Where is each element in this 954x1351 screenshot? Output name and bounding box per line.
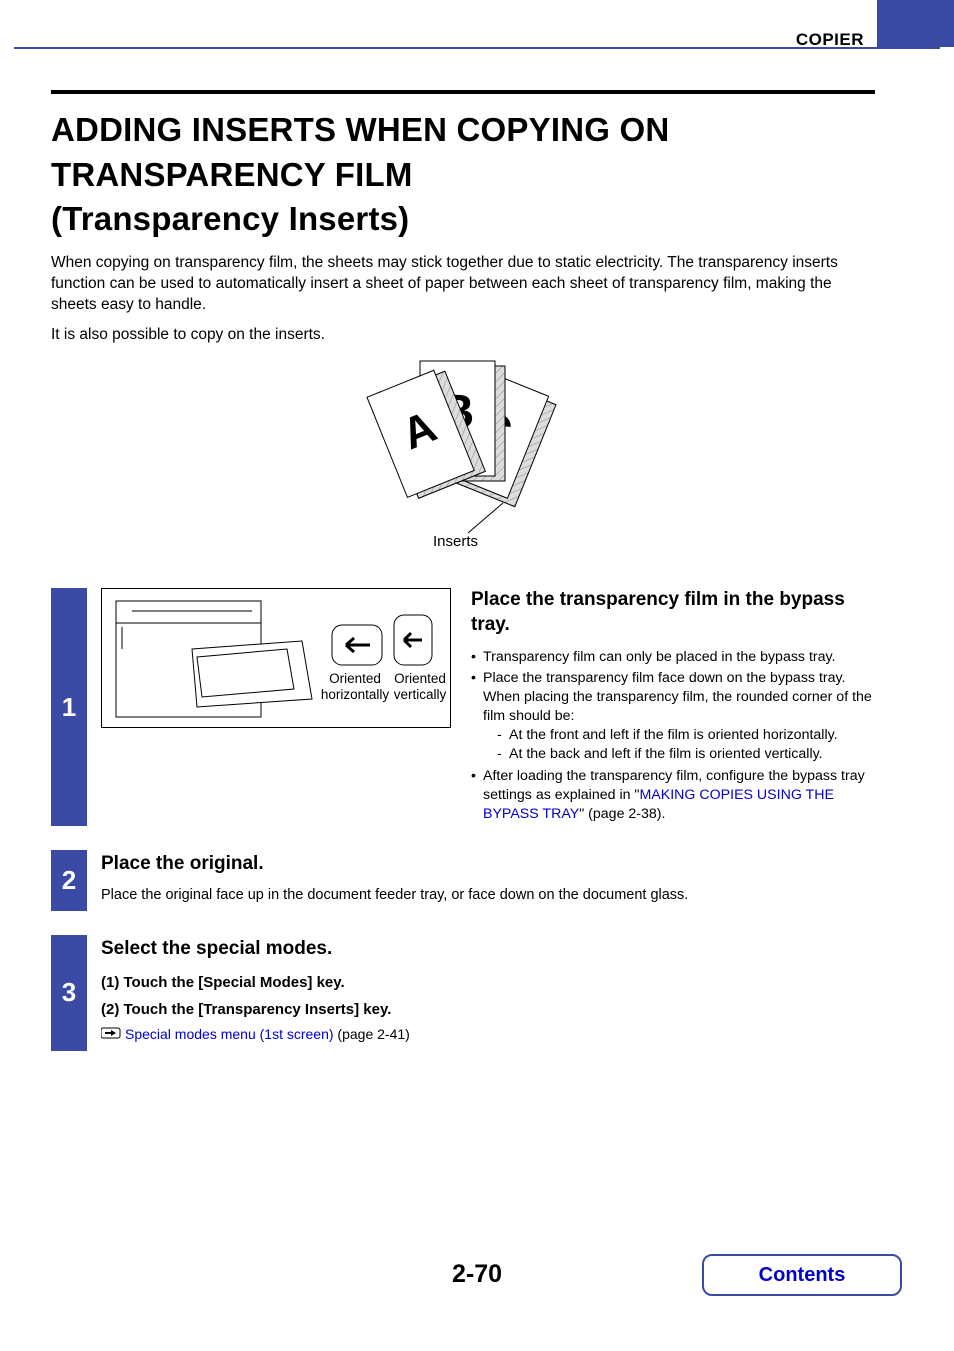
- pointer-icon: [101, 1025, 121, 1045]
- page-content: ADDING INSERTS WHEN COPYING ON TRANSPARE…: [51, 90, 875, 1051]
- step-1-bullet-2: Place the transparency film face down on…: [471, 669, 875, 765]
- intro-paragraph-2: It is also possible to copy on the inser…: [51, 324, 875, 345]
- contents-button[interactable]: Contents: [702, 1254, 902, 1296]
- step-number-1: 1: [51, 588, 87, 826]
- oriented-horizontally-label: Oriented horizontally: [320, 671, 390, 703]
- step-number-3: 3: [51, 935, 87, 1051]
- title-rule: [51, 90, 875, 94]
- step-1-bullets: Transparency film can only be placed in …: [471, 648, 875, 825]
- hero-figure: C B A Inserts: [51, 353, 875, 558]
- inserts-caption: Inserts: [433, 533, 478, 550]
- header-color-block: [877, 0, 954, 47]
- title-line2: (Transparency Inserts): [51, 200, 409, 237]
- transparency-stack-illustration: C B A Inserts: [303, 353, 623, 553]
- step-2-heading: Place the original.: [101, 852, 875, 877]
- intro-paragraph-1: When copying on transparency film, the s…: [51, 252, 875, 316]
- title-line1: ADDING INSERTS WHEN COPYING ON TRANSPARE…: [51, 111, 669, 193]
- step-2: 2 Place the original. Place the original…: [51, 850, 875, 911]
- step-3-ref-after: (page 2-41): [334, 1026, 410, 1042]
- step-1-sub-2: At the back and left if the film is orie…: [497, 745, 875, 764]
- special-modes-link[interactable]: Special modes menu (1st screen): [125, 1026, 334, 1042]
- bypass-tray-figure: Oriented horizontally Oriented verticall…: [101, 588, 451, 728]
- step-number-2: 2: [51, 850, 87, 911]
- step-1: 1: [51, 588, 875, 826]
- step-1-sublist: At the front and left if the film is ori…: [483, 726, 875, 764]
- step-1-bullet-3-after: " (page 2-38).: [579, 806, 665, 822]
- oriented-vertically-label: Oriented vertically: [390, 671, 450, 703]
- step-1-bullet-2-text: Place the transparency film face down on…: [483, 670, 872, 724]
- header-rule: [14, 47, 940, 49]
- step-2-body: Place the original face up in the docume…: [101, 885, 875, 905]
- step-3-substep-2: (2) Touch the [Transparency Inserts] key…: [101, 997, 875, 1023]
- step-1-bullet-3: After loading the transparency film, con…: [471, 767, 875, 825]
- step-1-sub-1: At the front and left if the film is ori…: [497, 726, 875, 745]
- step-3-heading: Select the special modes.: [101, 937, 875, 962]
- step-1-text: Place the transparency film in the bypas…: [471, 588, 875, 826]
- step-3: 3 Select the special modes. (1) Touch th…: [51, 935, 875, 1051]
- step-3-reference: Special modes menu (1st screen) (page 2-…: [101, 1025, 875, 1045]
- step-3-substep-1: (1) Touch the [Special Modes] key.: [101, 970, 875, 996]
- page-title: ADDING INSERTS WHEN COPYING ON TRANSPARE…: [51, 108, 875, 242]
- step-1-heading: Place the transparency film in the bypas…: [471, 588, 875, 637]
- step-1-bullet-1: Transparency film can only be placed in …: [471, 648, 875, 667]
